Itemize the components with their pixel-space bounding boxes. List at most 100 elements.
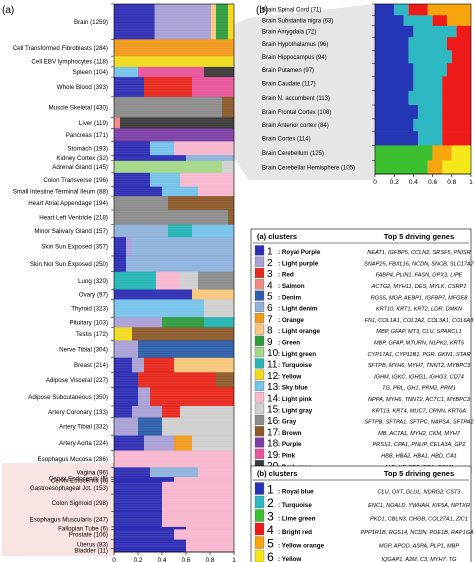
panel-a-label-cell-transformed-fibroblasts-284: Cell Transformed Fibroblasts (284) xyxy=(13,45,108,52)
legend-b-num-1: 1 xyxy=(267,483,274,497)
panel-a-bar-whole-blood-393-cluster-3 xyxy=(144,77,192,98)
panel-a-bar-vagina-96-cluster-6 xyxy=(150,467,198,478)
panel-b-bar-brain-caudate-117-cluster-2 xyxy=(413,76,443,92)
panel-a-bar-gastroesophageal-jct-153-cluster-1 xyxy=(114,481,162,495)
panel-a-bar-pituitary-103-cluster-11 xyxy=(204,317,234,328)
panel-b-label-brain-hippocampus-94: Brain Hippocampus (94) xyxy=(262,55,327,61)
panel-a-bar-artery-tibial-332-cluster-5 xyxy=(138,417,162,436)
legend-b-genes-5: MGP, APOD, ASPA, PLP1, MBP xyxy=(379,543,459,549)
legend-a-swatch-16 xyxy=(254,414,265,425)
panel-a-bar-ovary-97-cluster-1 xyxy=(114,289,192,300)
panel-b-xtick-label-1: 1 xyxy=(469,179,473,186)
panel-a-bar-artery-coronary-133-cluster-2 xyxy=(132,405,162,418)
panel-b-bar-brain-anterior-cortex-84-cluster-4 xyxy=(442,118,471,132)
panel-a-bar-esophagus-muscularis-247-cluster-1 xyxy=(114,511,162,528)
legend-a-genes-8: MBP, GFAP, MT3, CLU, SPARCL1 xyxy=(376,329,461,335)
panel-a-bar-pancreas-171-cluster-18 xyxy=(114,128,234,142)
panel-b-xtick-label-0-4: 0.4 xyxy=(409,179,418,186)
panel-b-bar-brain-anterior-cortex-84-cluster-2 xyxy=(413,118,443,132)
legend-a-genes-16: SFTPB, SFTPA1, SFTPC, NAPSA, SFTPA2 xyxy=(364,420,474,426)
legend-a-genes-10: CYP17A1, CYP11B1, PGR, GKN1, STAR xyxy=(367,352,470,358)
panel-a-label-kidney-cortex-32: Kidney Cortex (32) xyxy=(56,155,108,162)
panel-a-bar-cervix-endocervix-5-cluster-14 xyxy=(174,477,234,480)
panel-a-bar-lung-320-cluster-16 xyxy=(198,271,234,290)
panel-a-bar-esophagus-muscularis-247-cluster-14 xyxy=(162,511,234,528)
legend-a-genes-9: MBP, GFAP, MTURN, N1PK2, KRT5 xyxy=(374,341,465,347)
panel-b-bar-brain-frontal-cortex-108-cluster-1 xyxy=(375,105,419,120)
legend-b-swatch-5 xyxy=(254,536,265,549)
panel-a-label-cell-ebv-lymphocytes-118: Cell EBV lymphocytes (118) xyxy=(31,59,108,66)
panel-a-label-lung-320: Lung (320) xyxy=(78,278,108,285)
legend-b-name-5: : Yellow orange xyxy=(278,542,325,549)
panel-a-bar-nerve-tibial-304-cluster-5 xyxy=(138,340,234,359)
panel-a-bar-spleen-104-cluster-19 xyxy=(138,66,204,78)
panel-a-bar-kidney-cortex-32-cluster-6 xyxy=(186,155,234,162)
panel-a-bar-brain-1259-cluster-9 xyxy=(216,4,228,40)
panel-a-bar-heart-left-ventricle-218-cluster-17 xyxy=(228,209,234,225)
panel-b-label-brain-amygdala-72: Brain Amygdala (72) xyxy=(262,30,316,36)
legend-a-name-1: : Royal Purple xyxy=(278,249,321,256)
legend-b-num-3: 3 xyxy=(267,510,274,524)
panel-a-bar-uterus-83-cluster-1 xyxy=(114,539,186,549)
panel-a-bar-brain-1259-cluster-12 xyxy=(228,4,234,40)
panel-b-bar-brain-amygdala-72-cluster-1 xyxy=(375,25,414,38)
legend-a-num-19: 19 xyxy=(267,450,279,461)
panel-a-label-whole-blood-393: Whole Blood (393) xyxy=(57,84,108,91)
panel-a-bar-adipose-visceral-227-cluster-1 xyxy=(114,372,138,388)
legend-b-header-clusters: (b) clusters xyxy=(257,469,297,478)
panel-a-bar-lung-320-cluster-15 xyxy=(180,271,198,290)
legend-a-num-13: 13 xyxy=(267,382,279,393)
panel-a-bar-brain-1259-cluster-2 xyxy=(154,4,212,40)
legend-a-num-15: 15 xyxy=(267,405,279,416)
panel-a-xtick-label-0-2: 0.2 xyxy=(133,557,142,562)
panel-a-bar-colon-transverse-196-cluster-13 xyxy=(150,172,180,188)
panel-a-bar-artery-coronary-133-cluster-15 xyxy=(180,405,234,418)
legend-b-genes-1: CLU, OXT, GLUL, NDRG2, CST3 xyxy=(377,489,461,495)
legend-a-genes-15: KRT13, KRT4, MUC7, CRNN, KRT6A xyxy=(372,408,466,414)
legend-a-genes-6: KRT10, KRT1, KRT2, LOR, DMKN xyxy=(376,307,463,313)
panel-a-bar-small-intestine-terminal-ileum-88-cluster-14 xyxy=(198,186,234,197)
panel-a-bar-heart-atrial-appendage-194-cluster-17 xyxy=(168,196,234,211)
panel-a-label-stomach-193: Stomach (193) xyxy=(67,145,108,152)
panel-a-bar-adrenal-gland-145-cluster-10 xyxy=(114,160,222,174)
panel-a-label-gastroesophageal-jct-153: Gastroesophageal Jct. (153) xyxy=(30,485,108,492)
panel-a-label-muscle-skeletal-430: Muscle Skeletal (430) xyxy=(49,104,109,111)
legend-a-genes-4: ACTG2, MYH11, DES, MYLK, CSRP1 xyxy=(371,284,467,290)
panel-a-bar-gastroesophageal-jct-153-cluster-14 xyxy=(162,481,234,495)
panel-b-label-brain-frontal-cortex-108: Brain Frontal Cortex (108) xyxy=(262,110,331,116)
panel-b-xtick-label-0-6: 0.6 xyxy=(428,179,437,186)
legend-a-border xyxy=(250,228,472,474)
legend-a-name-13: : Sky blue xyxy=(278,385,308,392)
panel-a-bar-pituitary-103-cluster-2 xyxy=(114,317,162,328)
legend-a-name-17: : Brown xyxy=(278,430,302,437)
legend-a-num-6: 6 xyxy=(267,303,273,314)
panel-b-bar-brain-cerebellar-hemisphere-105-cluster-3 xyxy=(375,160,428,175)
legend-a-swatch-5 xyxy=(254,290,265,301)
panel-a-bar-brain-1259-cluster-1 xyxy=(114,4,155,40)
panel-a-bar-small-intestine-terminal-ileum-88-cluster-13 xyxy=(162,186,198,197)
legend-a-num-9: 9 xyxy=(267,337,273,348)
legend-a-name-15: : Light gray xyxy=(278,407,313,414)
panel-b-bar-brain-substantia-nigra-63-cluster-2 xyxy=(403,15,433,27)
panel-a-bar-thyroid-323-cluster-15 xyxy=(204,299,234,318)
panel-b-bar-brain-substantia-nigra-63-cluster-4 xyxy=(432,15,447,27)
panel-a-bar-liver-119-cluster-20 xyxy=(120,117,234,129)
legend-a-name-14: : Light pink xyxy=(278,396,312,403)
panel-a-label-heart-left-ventricle-218: Heart Left Ventricle (218) xyxy=(39,215,108,222)
panel-a-label-adipose-visceral-227: Adipose Visceral (227) xyxy=(46,377,108,384)
legend-a-name-4: : Salmon xyxy=(278,283,305,290)
panel-a-bar-breast-214-cluster-1 xyxy=(114,357,132,373)
panel-b-stacked-bars xyxy=(372,3,472,175)
panel-b-bar-brain-cerebellum-125-cluster-5 xyxy=(432,145,452,161)
panel-b-bar-brain-hypothalamus-96-cluster-1 xyxy=(375,37,409,51)
panel-a-bar-spleen-104-cluster-20 xyxy=(204,66,234,78)
panel-a-bar-small-intestine-terminal-ileum-88-cluster-1 xyxy=(114,186,162,197)
panel-a-bar-artery-aorta-224-cluster-2 xyxy=(144,435,174,451)
panel-a-bar-muscle-skeletal-430-cluster-17 xyxy=(222,96,234,118)
panel-b-bar-brain-spinal-cord-71-cluster-4 xyxy=(408,4,428,16)
legend-a-name-10: : Light green xyxy=(278,351,316,358)
legend-b-genes-3: PKD1, CBLN3, CHGB, COL27A1, ZIC1 xyxy=(370,516,468,522)
panel-a-bar-fallopian-tube-6-cluster-14 xyxy=(186,526,234,530)
legend-a-num-7: 7 xyxy=(267,314,273,325)
panel-b-bar-brain-cerebellum-125-cluster-3 xyxy=(375,145,433,161)
